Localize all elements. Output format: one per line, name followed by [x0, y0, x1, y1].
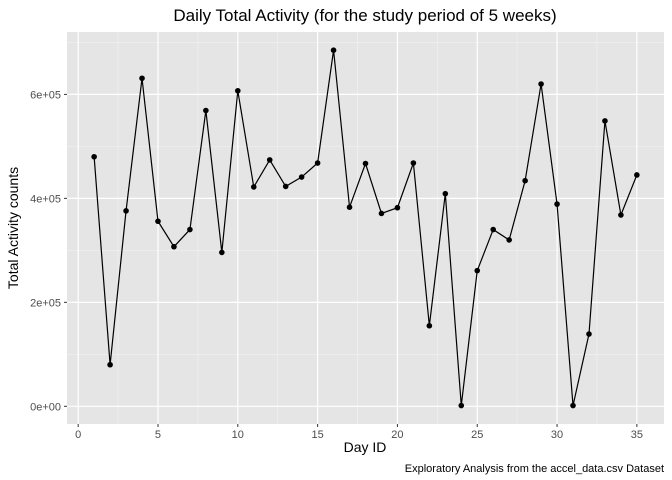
x-axis: 0 5 10 15 20 25 30 35	[75, 424, 643, 441]
y-tick-label: 6e+05	[30, 89, 61, 101]
data-point	[538, 81, 544, 87]
data-point	[634, 172, 640, 178]
y-tick-label: 0e+00	[30, 401, 61, 413]
data-point	[250, 184, 257, 190]
data-point	[570, 402, 576, 409]
x-tick-label: 25	[471, 429, 483, 441]
data-point	[123, 208, 129, 214]
data-point	[219, 249, 225, 256]
data-point	[91, 153, 97, 160]
data-point	[458, 402, 465, 409]
y-axis-title: Total Activity counts	[5, 167, 21, 289]
x-tick-label: 35	[631, 429, 643, 441]
data-point	[171, 243, 177, 250]
y-tick-label: 4e+05	[30, 193, 61, 205]
x-tick-label: 15	[311, 429, 323, 441]
data-point	[442, 190, 449, 197]
y-tick-label: 2e+05	[30, 297, 61, 309]
y-axis: 0e+00 2e+05 4e+05 6e+05	[30, 89, 67, 413]
data-point	[203, 107, 209, 114]
data-point	[394, 204, 401, 211]
data-point	[107, 361, 113, 368]
series-points-group	[91, 47, 640, 409]
data-point	[298, 174, 305, 180]
x-tick-label: 30	[551, 429, 563, 441]
data-point	[314, 160, 321, 166]
data-point	[346, 204, 353, 211]
x-tick-label: 5	[155, 429, 161, 441]
data-point	[139, 75, 145, 82]
data-point	[586, 331, 592, 337]
minor-gridlines	[67, 32, 664, 424]
data-point	[426, 322, 433, 329]
data-point	[474, 267, 481, 274]
data-point	[618, 212, 624, 218]
data-point	[266, 157, 273, 163]
data-point	[602, 118, 608, 124]
x-tick-label: 10	[232, 429, 244, 441]
major-gridlines	[67, 32, 664, 424]
chart-caption: Exploratory Analysis from the accel_data…	[405, 463, 664, 475]
data-point	[410, 160, 417, 166]
data-point	[506, 237, 512, 243]
panel-background	[67, 32, 664, 424]
data-point	[554, 201, 560, 207]
x-axis-title: Day ID	[344, 439, 387, 455]
data-point	[282, 183, 289, 190]
data-point	[234, 87, 241, 94]
data-point	[187, 226, 193, 233]
x-tick-label: 0	[75, 429, 81, 441]
data-point	[490, 226, 497, 233]
chart-title: Daily Total Activity (for the study peri…	[173, 6, 556, 25]
data-point	[362, 160, 369, 167]
data-point	[330, 47, 337, 53]
data-point	[155, 218, 161, 225]
data-point	[522, 177, 528, 184]
data-point	[378, 210, 385, 217]
x-tick-label: 20	[391, 429, 403, 441]
